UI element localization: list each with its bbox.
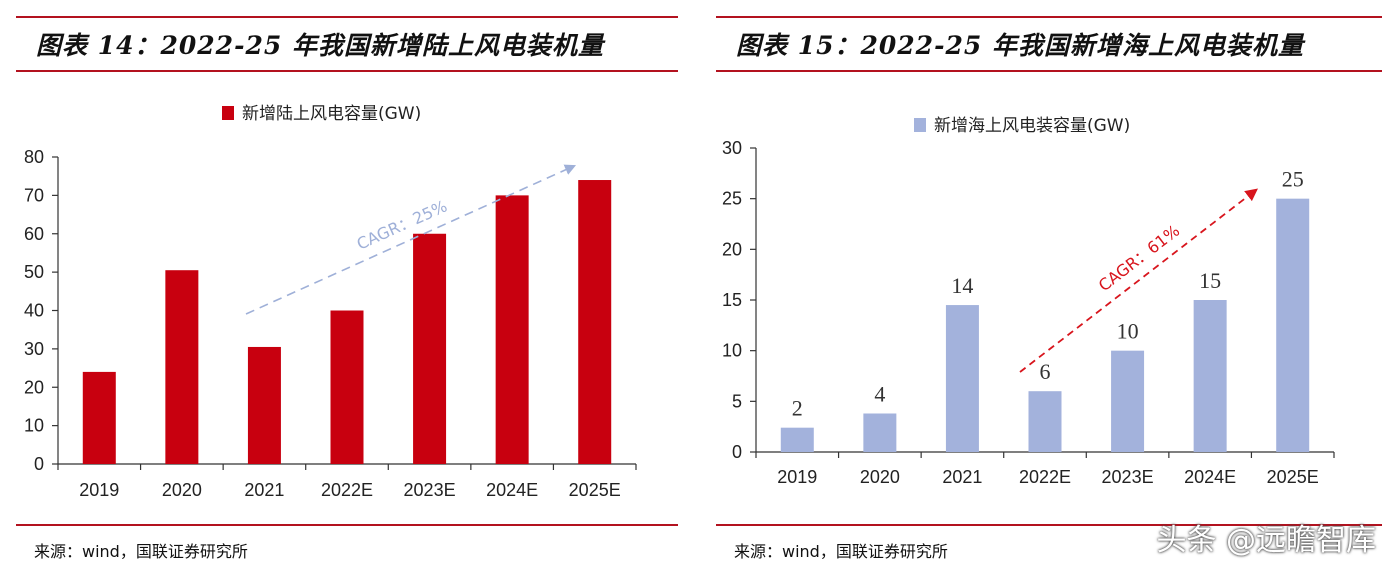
offshore-bar-2025E bbox=[1276, 198, 1310, 452]
offshore-legend-swatch bbox=[914, 118, 926, 132]
offshore-y-tick-label: 0 bbox=[732, 442, 742, 462]
offshore-y-tick-label: 30 bbox=[722, 138, 742, 158]
offshore-bar-2021 bbox=[945, 305, 979, 452]
offshore-y-tick-label: 20 bbox=[722, 239, 742, 259]
onshore-legend-label: 新增陆上风电容量(GW) bbox=[242, 104, 421, 124]
offshore-data-label: 14 bbox=[951, 273, 973, 298]
onshore-y-tick-label: 60 bbox=[24, 224, 44, 244]
onshore-x-tick-label: 2022E bbox=[321, 480, 373, 500]
left-source-text: 来源：wind，国联证券研究所 bbox=[34, 542, 248, 561]
onshore-x-tick-label: 2024E bbox=[486, 480, 538, 500]
right-chart-panel: 图表 15：2022-25 年我国新增海上风电装机量 0 5 10 15 20 25 30 2… bbox=[700, 0, 1394, 572]
onshore-y-tick-label: 10 bbox=[24, 416, 44, 436]
onshore-bar-2019 bbox=[82, 371, 116, 464]
offshore-y-tick-label: 10 bbox=[722, 341, 742, 361]
onshore-bar-2025E bbox=[578, 180, 612, 464]
onshore-y-tick-label: 70 bbox=[24, 185, 44, 205]
offshore-x-tick-label: 2023E bbox=[1102, 467, 1154, 487]
onshore-y-tick-label: 30 bbox=[24, 339, 44, 359]
offshore-y-tick-label: 15 bbox=[722, 290, 742, 310]
offshore-x-tick-label: 2025E bbox=[1267, 467, 1319, 487]
onshore-legend-swatch bbox=[222, 106, 234, 120]
offshore-x-tick-label: 2024E bbox=[1184, 467, 1236, 487]
right-source-rule bbox=[716, 524, 1382, 526]
offshore-cagr-arrow bbox=[1019, 188, 1258, 373]
onshore-bar-2023E bbox=[413, 233, 447, 464]
offshore-bar-2023E bbox=[1111, 350, 1145, 452]
offshore-legend-label: 新增海上风电装容量(GW) bbox=[934, 116, 1130, 136]
offshore-y-tick-label: 25 bbox=[722, 189, 742, 209]
onshore-x-tick-label: 2025E bbox=[569, 480, 621, 500]
offshore-x-tick-label: 2020 bbox=[860, 467, 900, 487]
onshore-y-tick-label: 80 bbox=[24, 147, 44, 167]
onshore-bar-2024E bbox=[495, 195, 529, 464]
onshore-y-tick-label: 40 bbox=[24, 301, 44, 321]
offshore-x-tick-label: 2022E bbox=[1019, 467, 1071, 487]
offshore-x-tick-label: 2019 bbox=[777, 467, 817, 487]
onshore-y-tick-label: 20 bbox=[24, 377, 44, 397]
onshore-bar-2022E bbox=[330, 310, 364, 464]
onshore-x-tick-label: 2020 bbox=[162, 480, 202, 500]
offshore-x-tick-label: 2021 bbox=[942, 467, 982, 487]
left-chart-panel: 图表 14：2022-25 年我国新增陆上风电装机量 0 10 20 30 40 50 60… bbox=[0, 0, 690, 572]
offshore-bar-2022E bbox=[1028, 391, 1062, 452]
offshore-bar-2020 bbox=[863, 413, 897, 452]
onshore-x-tick-label: 2019 bbox=[79, 480, 119, 500]
onshore-y-tick-label: 0 bbox=[34, 454, 44, 474]
right-title-band: 图表 15：2022-25 年我国新增海上风电装机量 bbox=[716, 16, 1382, 72]
offshore-data-label: 6 bbox=[1040, 359, 1051, 384]
offshore-bar-2024E bbox=[1193, 300, 1227, 452]
offshore-data-label: 4 bbox=[874, 381, 885, 406]
offshore-data-label: 15 bbox=[1199, 268, 1221, 293]
right-chart-title: 图表 15：2022-25 年我国新增海上风电装机量 bbox=[736, 31, 1304, 60]
offshore-data-label: 25 bbox=[1282, 167, 1304, 192]
right-bar-chart: 0 5 10 15 20 25 30 2019 2 2020 4 2021 14 2022E 6 2023E 1… bbox=[722, 116, 1335, 487]
watermark-text: 头条 @远瞻智库 bbox=[1156, 523, 1376, 558]
onshore-bar-2020 bbox=[165, 270, 199, 464]
offshore-bar-2019 bbox=[780, 427, 814, 452]
left-title-band: 图表 14：2022-25 年我国新增陆上风电装机量 bbox=[16, 16, 678, 72]
onshore-bar-2021 bbox=[247, 346, 281, 464]
offshore-data-label: 2 bbox=[792, 396, 803, 421]
onshore-x-tick-label: 2021 bbox=[244, 480, 284, 500]
left-chart-title: 图表 14：2022-25 年我国新增陆上风电装机量 bbox=[36, 31, 604, 60]
left-source-rule bbox=[16, 524, 678, 526]
onshore-x-tick-label: 2023E bbox=[404, 480, 456, 500]
left-bar-chart: 0 10 20 30 40 50 60 70 80 2019 2020 2021 2022E 2023E 2… bbox=[24, 104, 637, 500]
offshore-y-tick-label: 5 bbox=[732, 391, 742, 411]
offshore-data-label: 10 bbox=[1117, 319, 1139, 344]
offshore-cagr-label: CAGR：61% bbox=[1095, 221, 1183, 295]
right-source-text: 来源：wind，国联证券研究所 bbox=[734, 542, 948, 561]
onshore-y-tick-label: 50 bbox=[24, 262, 44, 282]
